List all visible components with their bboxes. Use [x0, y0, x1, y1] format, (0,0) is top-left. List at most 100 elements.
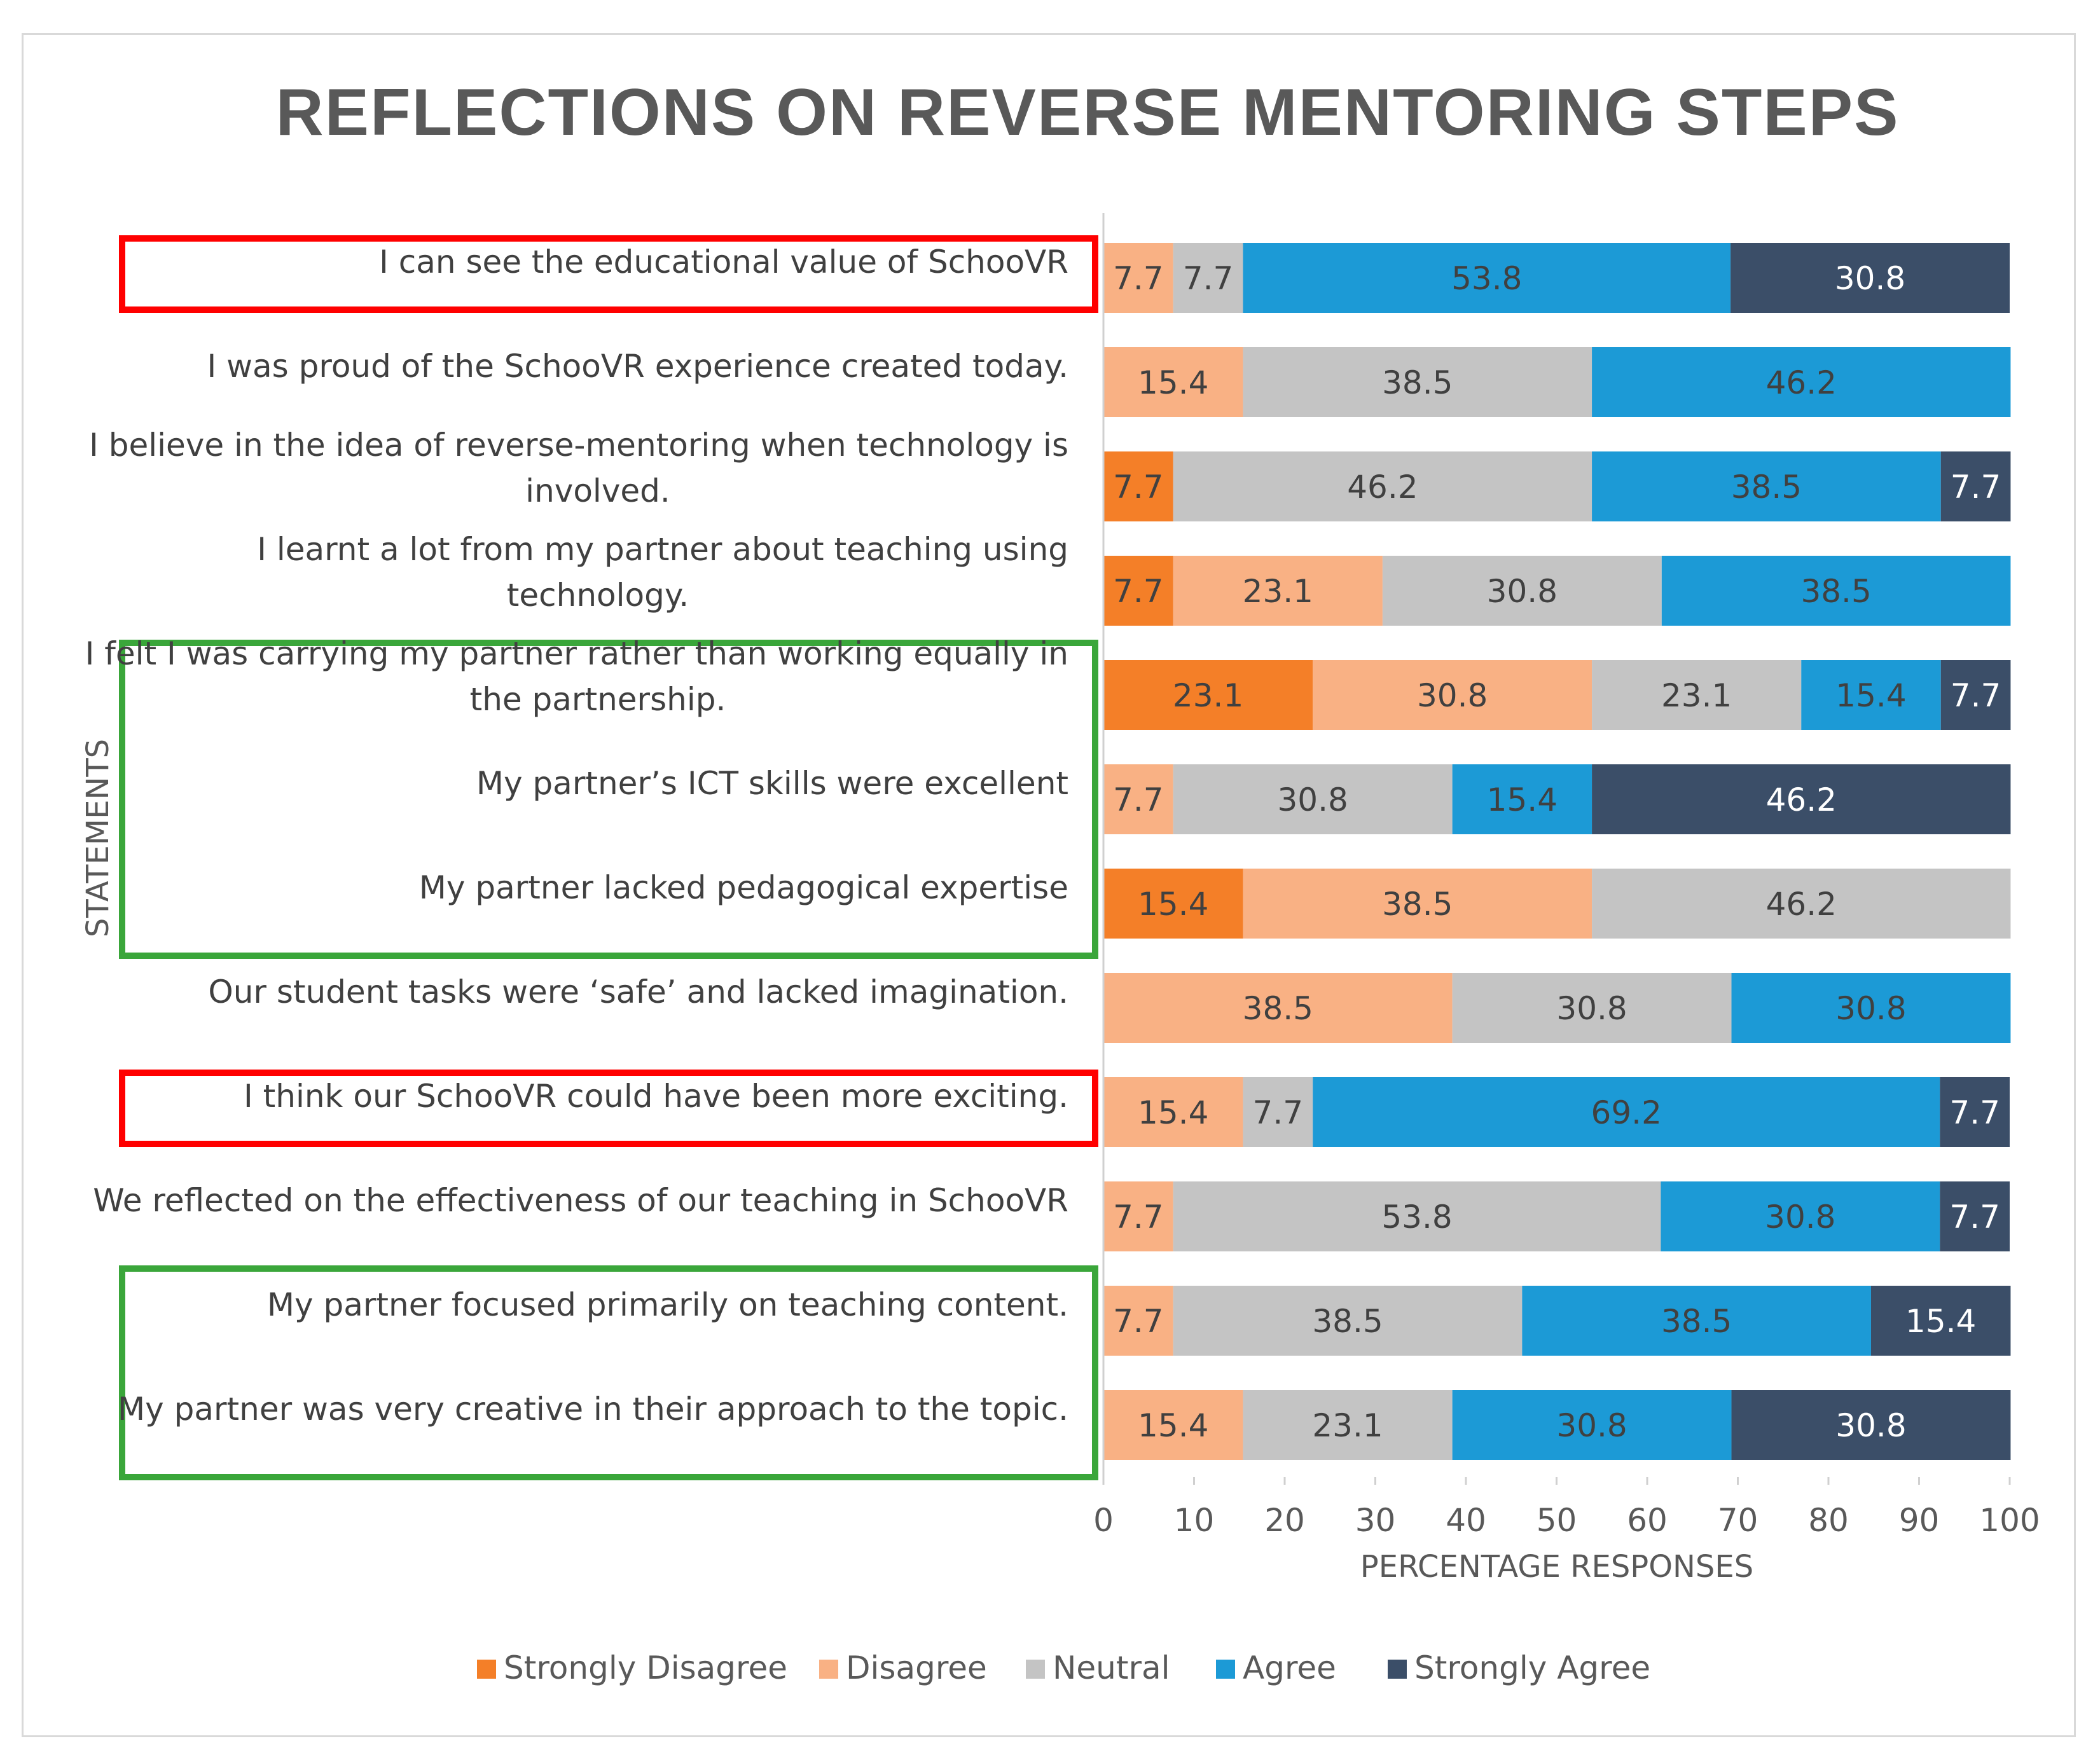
data-label: 69.2 — [1591, 1094, 1662, 1131]
bar-segment — [1940, 451, 2011, 521]
highlight-box-red — [119, 1070, 1098, 1147]
tick-label: 50 — [1537, 1502, 1577, 1539]
category-label: My partner was very creative in their ap… — [118, 1391, 1068, 1428]
bar-segment — [1103, 1286, 1173, 1356]
highlight-boxes — [119, 235, 1098, 1480]
data-label: 30.8 — [1765, 1199, 1835, 1235]
tick-label: 0 — [1093, 1502, 1114, 1539]
bar-segment — [1592, 764, 2011, 834]
data-label: 38.5 — [1382, 364, 1453, 401]
data-label: 30.8 — [1835, 260, 1905, 297]
data-label: 15.4 — [1138, 1407, 1208, 1444]
legend-swatch — [1388, 1660, 1407, 1679]
data-label: 7.7 — [1113, 469, 1164, 506]
data-label: 15.4 — [1905, 1303, 1976, 1340]
bar-segment — [1243, 347, 1592, 417]
bar-segment — [1103, 764, 1173, 834]
data-label: 38.5 — [1800, 573, 1871, 610]
data-label: 38.5 — [1312, 1303, 1383, 1340]
data-label: 46.2 — [1766, 781, 1837, 818]
bars: 7.7 7.7 53.8 30.8 15.4 38.5 46.2 7.7 46.2 38.5 7.7… — [1103, 243, 2011, 1460]
y-axis-title: STATEMENTS — [80, 739, 116, 937]
data-label: 15.4 — [1835, 677, 1906, 714]
data-label: 23.1 — [1312, 1407, 1383, 1444]
data-label: 53.8 — [1451, 260, 1522, 297]
bar-segment — [1452, 764, 1592, 834]
bar-segment — [1592, 347, 2011, 417]
data-label: 15.4 — [1487, 781, 1558, 818]
data-label: 38.5 — [1661, 1303, 1732, 1340]
category-label: technology. — [507, 577, 689, 614]
data-label: 30.8 — [1278, 781, 1348, 818]
category-labels: I can see the educational value of Schoo… — [85, 244, 1068, 1428]
data-label: 7.7 — [1113, 260, 1164, 297]
bar-segment — [1592, 451, 1941, 521]
bar-segment — [1173, 1181, 1661, 1251]
bar-segment — [1103, 869, 1243, 939]
data-label: 53.8 — [1381, 1199, 1452, 1235]
highlight-box-green — [119, 640, 1098, 959]
category-label: involved. — [525, 472, 670, 509]
tick-label: 90 — [1899, 1502, 1940, 1539]
tick-label: 40 — [1446, 1502, 1486, 1539]
category-label: I was proud of the SchooVR experience cr… — [207, 348, 1069, 385]
bar-segment — [1103, 556, 1173, 626]
bar-segment — [1452, 973, 1732, 1043]
bar-segment — [1243, 869, 1592, 939]
bar-segment — [1243, 1390, 1453, 1460]
category-label: I felt I was carrying my partner rather … — [85, 635, 1068, 672]
data-label: 7.7 — [1253, 1094, 1304, 1131]
legend-swatch — [1216, 1660, 1235, 1679]
bar-segment — [1522, 1286, 1871, 1356]
highlight-box-red — [119, 235, 1098, 313]
category-label: My partner’s ICT skills were excellent — [476, 765, 1068, 802]
tick-label: 30 — [1355, 1502, 1396, 1539]
bar-segment — [1103, 347, 1243, 417]
bar-segment — [1103, 1181, 1173, 1251]
bar-segment — [1452, 1390, 1732, 1460]
data-label: 30.8 — [1417, 677, 1488, 714]
bar-segment — [1801, 660, 1941, 730]
bar-segment — [1661, 556, 2011, 626]
bar-segment — [1661, 1181, 1940, 1251]
data-label: 7.7 — [1113, 1199, 1164, 1235]
data-label: 23.1 — [1661, 677, 1732, 714]
bar-segment — [1243, 243, 1731, 313]
data-label: 23.1 — [1243, 573, 1313, 610]
bar-segment — [1313, 1077, 1940, 1147]
data-label: 7.7 — [1949, 1199, 2000, 1235]
legend: Strongly Disagree Disagree Neutral Agree Str… — [477, 1649, 1650, 1686]
x-axis-title: PERCENTAGE RESPONSES — [1360, 1549, 1753, 1585]
data-label: 30.8 — [1556, 990, 1627, 1027]
tick-label: 80 — [1808, 1502, 1849, 1539]
bar-segment — [1173, 243, 1243, 313]
bar-segment — [1940, 1181, 2010, 1251]
tick-label: 70 — [1718, 1502, 1758, 1539]
bar-segment — [1103, 451, 1173, 521]
data-label: 30.8 — [1835, 990, 1906, 1027]
category-label: I can see the educational value of Schoo… — [379, 244, 1068, 280]
bar-segment — [1173, 556, 1383, 626]
tick-label: 10 — [1174, 1502, 1215, 1539]
data-label: 30.8 — [1487, 573, 1558, 610]
bar-segment — [1940, 1077, 2010, 1147]
category-label: I think our SchooVR could have been more… — [244, 1078, 1068, 1115]
legend-label: Strongly Agree — [1414, 1649, 1650, 1686]
data-label: 7.7 — [1949, 1094, 2000, 1131]
category-label: I learnt a lot from my partner about tea… — [257, 531, 1068, 568]
data-label: 38.5 — [1731, 469, 1802, 506]
category-label: I believe in the idea of reverse-mentori… — [89, 427, 1068, 464]
category-label: My partner lacked pedagogical expertise — [419, 869, 1068, 906]
bar-segment — [1940, 660, 2011, 730]
category-label: Our student tasks were ‘safe’ and lacked… — [208, 974, 1068, 1010]
data-label: 15.4 — [1138, 886, 1208, 923]
legend-swatch — [477, 1660, 496, 1679]
data-label: 7.7 — [1951, 677, 2001, 714]
legend-label: Neutral — [1053, 1649, 1170, 1686]
data-label: 46.2 — [1347, 469, 1418, 506]
bar-segment — [1243, 1077, 1313, 1147]
bar-segment — [1592, 869, 2011, 939]
data-label: 30.8 — [1556, 1407, 1627, 1444]
data-label: 46.2 — [1766, 364, 1837, 401]
